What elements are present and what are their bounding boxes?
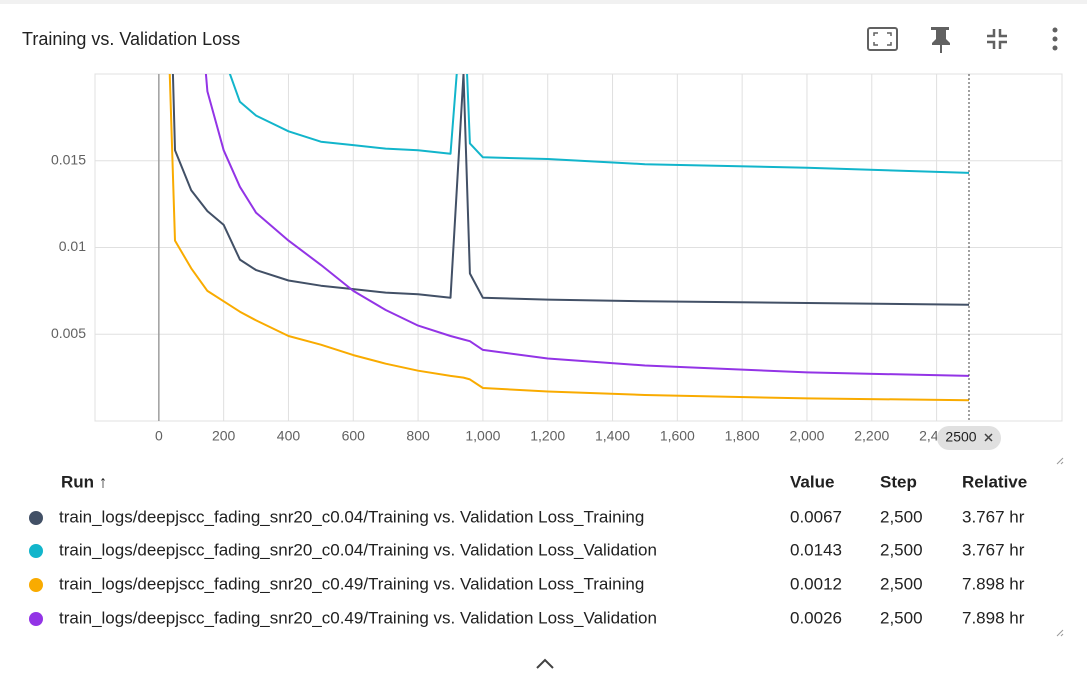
table-header: Step (880, 472, 917, 491)
series-line (204, 74, 970, 377)
run-color-dot (29, 544, 43, 558)
x-tick-label: 0 (155, 428, 163, 444)
run-color-dot (29, 612, 43, 626)
resize-handle (1056, 457, 1064, 465)
series-line (171, 74, 970, 306)
run-name: train_logs/deepjscc_fading_snr20_c0.04/T… (59, 540, 657, 559)
table-cell: 2,500 (880, 574, 923, 593)
x-tick-label: 400 (277, 428, 301, 444)
top-strip (0, 0, 1087, 4)
expand-toggle[interactable] (536, 658, 554, 669)
more-icon[interactable] (1052, 27, 1058, 51)
table-cell: 0.0067 (790, 507, 842, 526)
y-tick-label: 0.01 (59, 238, 86, 254)
y-tick-label: 0.015 (51, 151, 86, 167)
series-line (228, 74, 970, 174)
plot: 0 200 400 600 800 1,000 1,200 1,400 1,600 1,800 2,… (51, 73, 1063, 450)
collapse-icon[interactable] (987, 29, 1007, 49)
x-tick-label: 2,000 (789, 428, 824, 444)
table-cell: 3.767 hr (962, 540, 1025, 559)
x-tick-label: 1,400 (595, 428, 630, 444)
pin-icon[interactable] (931, 27, 950, 53)
table-cell: 2,500 (880, 608, 923, 627)
x-tick-label: 1,000 (465, 428, 500, 444)
table-header: Value (790, 472, 834, 491)
run-name: train_logs/deepjscc_fading_snr20_c0.49/T… (59, 574, 644, 593)
series-group (168, 74, 970, 402)
table-cell: 0.0012 (790, 574, 842, 593)
hover-step-label: 2500 (945, 429, 976, 445)
chart-title: Training vs. Validation Loss (22, 29, 240, 49)
runs-table: Run ↑ Value Step Relative train_logs/deepjsc… (29, 472, 1027, 627)
run-color-dot (29, 511, 43, 525)
x-tick-label: 1,800 (725, 428, 760, 444)
x-tick-label: 200 (212, 428, 236, 444)
hover-close (984, 433, 993, 442)
fit-icon[interactable] (867, 27, 898, 51)
x-tick-label: 800 (406, 428, 430, 444)
table-cell: 2,500 (880, 540, 923, 559)
run-name: train_logs/deepjscc_fading_snr20_c0.04/T… (59, 507, 644, 526)
run-color-dot (29, 578, 43, 592)
table-cell: 0.0026 (790, 608, 842, 627)
table-cell: 0.0143 (790, 540, 842, 559)
table-cell: 7.898 hr (962, 574, 1025, 593)
table-cell: 3.767 hr (962, 507, 1025, 526)
y-tick-label: 0.005 (51, 325, 86, 341)
table-header: Run ↑ (61, 472, 107, 491)
x-tick-label: 1,200 (530, 428, 565, 444)
table-cell: 7.898 hr (962, 608, 1025, 627)
table-header: Relative (962, 472, 1027, 491)
x-tick-label: 600 (342, 428, 366, 444)
x-tick-label: 1,600 (660, 428, 695, 444)
table-cell: 2,500 (880, 507, 923, 526)
hover-chip (936, 426, 1001, 450)
x-tick-label: 2,200 (854, 428, 889, 444)
run-name: train_logs/deepjscc_fading_snr20_c0.49/T… (59, 608, 657, 627)
series-line (168, 74, 970, 402)
resize-handle (1056, 629, 1064, 637)
